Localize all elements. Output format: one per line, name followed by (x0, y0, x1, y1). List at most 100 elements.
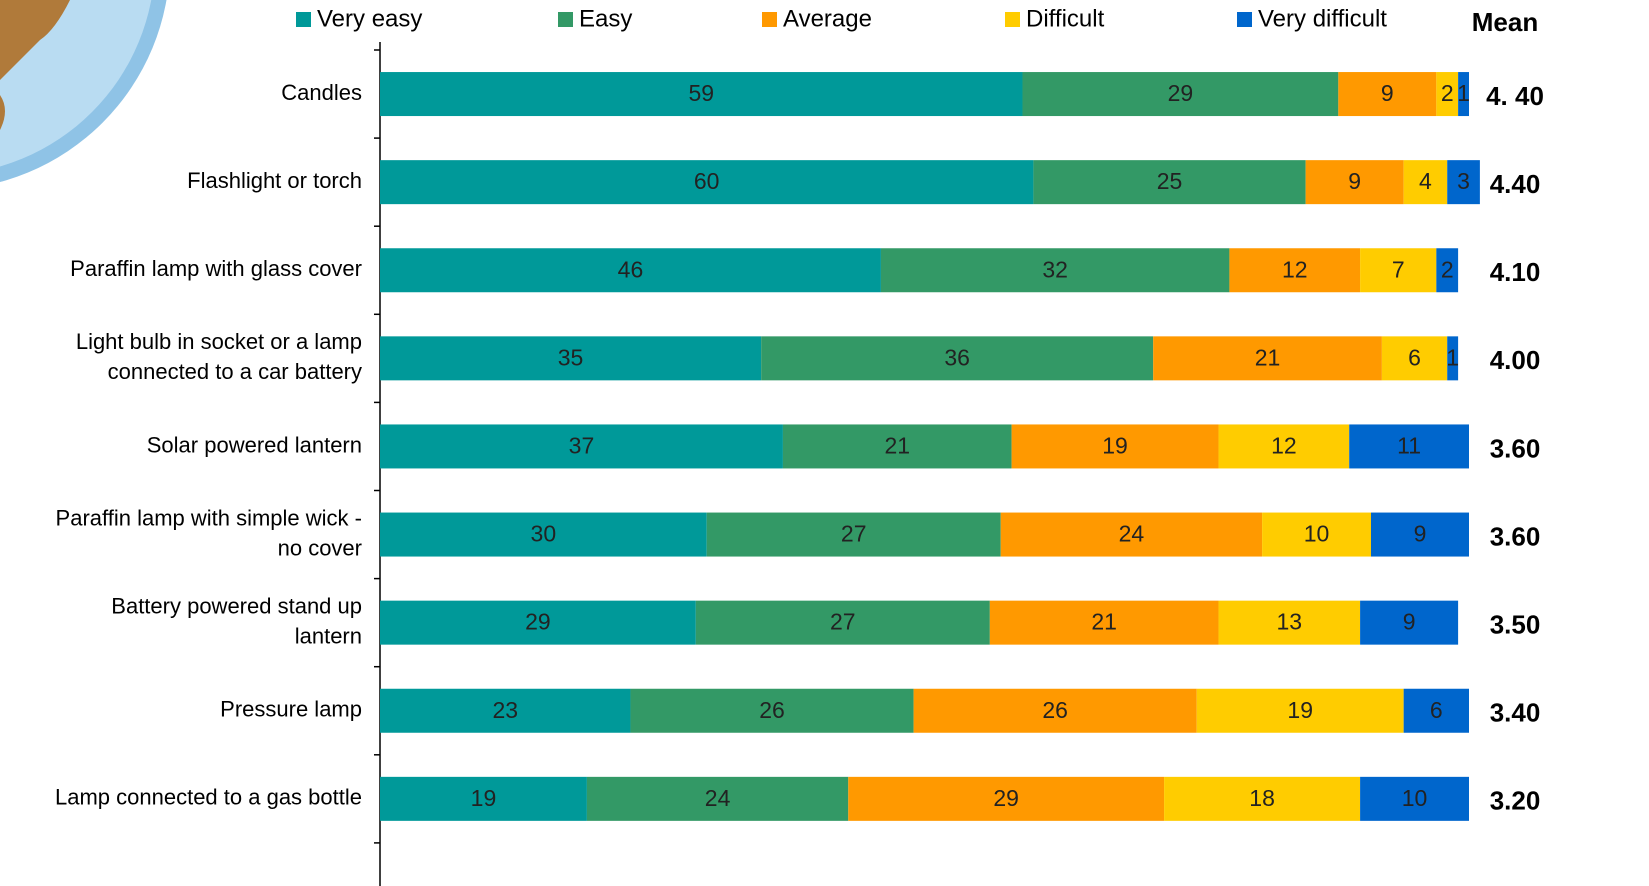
bar-segment (913, 688, 1197, 733)
mean-value: 3.60 (1490, 521, 1541, 551)
value-label: 24 (1119, 521, 1145, 547)
value-label: 25 (1157, 168, 1183, 194)
globe-land (0, 0, 70, 80)
mean-value: 4.40 (1490, 169, 1541, 199)
bar-segment (782, 424, 1012, 469)
value-label: 6 (1408, 344, 1421, 370)
bar-segment (1360, 600, 1459, 645)
legend-swatch (1005, 12, 1020, 27)
bar-segment (1360, 776, 1469, 821)
category-label: no cover (278, 535, 362, 560)
bar-segment (1196, 688, 1404, 733)
bar-segment (848, 776, 1165, 821)
mean-value: 4.00 (1490, 345, 1541, 375)
bar-segment (1447, 160, 1480, 205)
value-label: 10 (1402, 785, 1428, 811)
legend-label: Very easy (317, 5, 422, 32)
value-label: 6 (1430, 697, 1443, 723)
value-label: 59 (688, 80, 714, 106)
category-label: lantern (295, 623, 362, 648)
value-label: 27 (841, 521, 867, 547)
bar-segment (989, 600, 1219, 645)
value-label: 27 (830, 609, 856, 635)
bar-segment (380, 248, 881, 293)
value-label: 4 (1419, 168, 1432, 194)
bar-segment (1000, 512, 1263, 557)
bar-segment (1033, 160, 1306, 205)
value-label: 9 (1348, 168, 1361, 194)
bar-segment (380, 512, 707, 557)
bar-segment (1153, 336, 1382, 381)
bar-segment (1436, 72, 1459, 117)
bar-segment (1022, 72, 1339, 117)
category-label: connected to a car battery (108, 359, 362, 384)
bar-segment (1360, 248, 1437, 293)
value-label: 12 (1282, 256, 1308, 282)
value-label: 9 (1381, 80, 1394, 106)
bar-segment (1381, 336, 1448, 381)
category-label: Light bulb in socket or a lamp (76, 329, 362, 354)
category-label: Flashlight or torch (187, 168, 362, 193)
value-label: 30 (531, 521, 557, 547)
legend-label: Average (783, 5, 872, 32)
bar-segment (380, 776, 587, 821)
category-label: Lamp connected to a gas bottle (55, 785, 362, 810)
category-label: Solar powered lantern (147, 432, 362, 457)
mean-value: 4. 40 (1486, 81, 1544, 111)
bar-segment (380, 160, 1034, 205)
bar-segment (761, 336, 1154, 381)
category-label: Battery powered stand up (111, 593, 362, 618)
value-label: 36 (944, 344, 970, 370)
legend-swatch (296, 12, 311, 27)
bar-segment (1262, 512, 1371, 557)
value-label: 7 (1392, 256, 1405, 282)
bar-segment (1338, 72, 1437, 117)
value-label: 37 (569, 433, 595, 459)
bar-segment (380, 424, 783, 469)
value-label: 9 (1414, 521, 1427, 547)
value-label: 21 (1255, 344, 1281, 370)
value-label: 29 (525, 609, 551, 635)
category-label: Candles (281, 80, 362, 105)
mean-value: 3.60 (1490, 433, 1541, 463)
value-label: 23 (492, 697, 518, 723)
value-label: 26 (1042, 697, 1068, 723)
mean-value: 3.50 (1490, 610, 1541, 640)
bar-segment (706, 512, 1001, 557)
value-label: 9 (1403, 609, 1416, 635)
bar-segment (1403, 160, 1448, 205)
value-label: 35 (558, 344, 584, 370)
bar-segment (1218, 424, 1350, 469)
value-label: 19 (471, 785, 497, 811)
value-label: 24 (705, 785, 731, 811)
value-label: 60 (694, 168, 720, 194)
bar-segment (695, 600, 990, 645)
value-label: 29 (993, 785, 1019, 811)
value-label: 13 (1277, 609, 1303, 635)
value-label: 19 (1287, 697, 1313, 723)
mean-value: 3.20 (1490, 786, 1541, 816)
bar-segment (880, 248, 1230, 293)
value-label: 46 (618, 256, 644, 282)
bar-segment (380, 72, 1023, 117)
value-label: 29 (1168, 80, 1194, 106)
category-label: Paraffin lamp with glass cover (70, 256, 362, 281)
bar-segment (1458, 72, 1469, 117)
value-label: 32 (1042, 256, 1068, 282)
legend-label: Very difficult (1258, 5, 1387, 32)
bar-segment (1011, 424, 1219, 469)
bar-segment (1218, 600, 1361, 645)
value-label: 12 (1271, 433, 1297, 459)
value-label: 2 (1441, 256, 1454, 282)
value-label: 11 (1397, 433, 1421, 459)
bar-segment (1164, 776, 1361, 821)
bar-segment (1436, 248, 1459, 293)
category-label: Pressure lamp (220, 697, 362, 722)
value-label: 10 (1304, 521, 1330, 547)
value-label: 1 (1446, 344, 1459, 370)
category-label: Paraffin lamp with simple wick - (56, 505, 362, 530)
bar-segment (1403, 688, 1469, 733)
mean-value: 3.40 (1490, 698, 1541, 728)
bar-segment (586, 776, 849, 821)
